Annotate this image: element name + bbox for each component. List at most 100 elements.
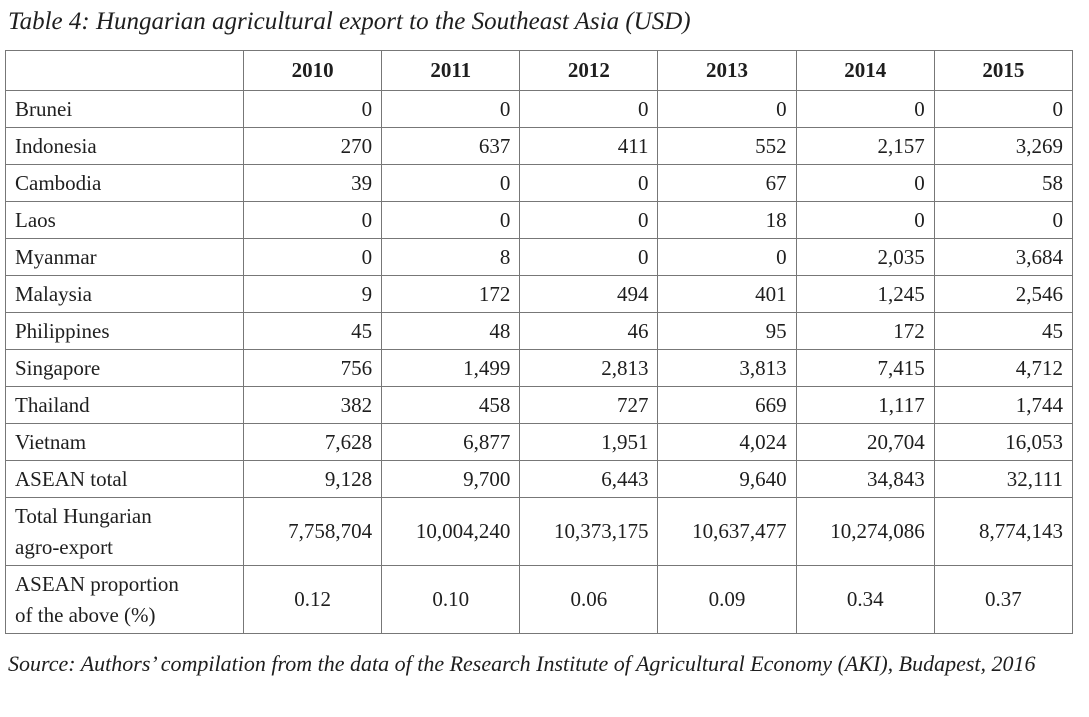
column-header: 2013 — [657, 50, 797, 91]
table-cell: 0 — [657, 90, 797, 128]
row-label-line: Laos — [15, 207, 56, 232]
table-cell: 32,111 — [933, 460, 1074, 498]
table-cell: 58 — [933, 164, 1074, 202]
table-cell: 0 — [381, 164, 521, 202]
table-cell: 1,499 — [381, 349, 521, 387]
row-label-line: Malaysia — [15, 281, 92, 306]
table-cell: 3,813 — [657, 349, 797, 387]
table-cell: 756 — [242, 349, 383, 387]
table-cell: 34,843 — [795, 460, 935, 498]
row-label-line: of the above (%) — [15, 602, 156, 627]
table-row: Indonesia 270 637 411 552 2,157 3,269 — [5, 127, 1074, 165]
table-row: Singapore 756 1,499 2,813 3,813 7,415 4,712 — [5, 349, 1074, 387]
table-row: Vietnam 7,628 6,877 1,951 4,024 20,704 16,053 — [5, 423, 1074, 461]
table-cell: 0 — [242, 90, 383, 128]
row-label: Thailand — [5, 386, 244, 424]
table-row: Total Hungarian agro-export 7,758,704 10,00… — [5, 497, 1074, 566]
table-cell: 458 — [381, 386, 521, 424]
table-cell: 3,269 — [933, 127, 1074, 165]
table-row: Laos 0 0 0 18 0 0 — [5, 201, 1074, 239]
column-header: 2012 — [519, 50, 659, 91]
table-cell: 0.34 — [795, 565, 935, 634]
table-cell: 0 — [381, 90, 521, 128]
table-cell: 494 — [519, 275, 659, 313]
table-cell: 172 — [381, 275, 521, 313]
table-row: Thailand 382 458 727 669 1,117 1,744 — [5, 386, 1074, 424]
table-cell: 20,704 — [795, 423, 935, 461]
table-cell: 637 — [381, 127, 521, 165]
table-cell: 0 — [381, 201, 521, 239]
table-cell: 727 — [519, 386, 659, 424]
table-cell: 10,274,086 — [795, 497, 935, 566]
row-label: Singapore — [5, 349, 244, 387]
row-label-line: Singapore — [15, 355, 101, 380]
table-cell: 48 — [381, 312, 521, 350]
row-label-line: agro-export — [15, 534, 113, 559]
table-cell: 8 — [381, 238, 521, 276]
source-note: Source: Authors’ compilation from the da… — [8, 651, 1036, 676]
table-cell: 382 — [242, 386, 383, 424]
table-cell: 1,744 — [933, 386, 1074, 424]
row-label-line: Philippines — [15, 318, 110, 343]
table-cell: 6,877 — [381, 423, 521, 461]
table-cell: 0.12 — [242, 565, 383, 634]
table-row: Myanmar 0 8 0 0 2,035 3,684 — [5, 238, 1074, 276]
table-cell: 7,628 — [242, 423, 383, 461]
table-cell: 0.09 — [657, 565, 797, 634]
column-header: 2014 — [795, 50, 935, 91]
row-label-line: Total Hungarian — [15, 503, 152, 528]
table-cell: 0 — [933, 201, 1074, 239]
table-row: ASEAN total 9,128 9,700 6,443 9,640 34,843 32,… — [5, 460, 1074, 498]
table-cell: 16,053 — [933, 423, 1074, 461]
table-cell: 10,004,240 — [381, 497, 521, 566]
table-row: Philippines 45 48 46 95 172 45 — [5, 312, 1074, 350]
table-cell: 6,443 — [519, 460, 659, 498]
row-label-line: Myanmar — [15, 244, 97, 269]
table-cell: 0 — [657, 238, 797, 276]
table-cell: 9,128 — [242, 460, 383, 498]
row-label-line: Thailand — [15, 392, 90, 417]
table-cell: 45 — [242, 312, 383, 350]
table-cell: 95 — [657, 312, 797, 350]
table-cell: 0.10 — [381, 565, 521, 634]
table-cell: 9,640 — [657, 460, 797, 498]
row-label: Cambodia — [5, 164, 244, 202]
table-cell: 0 — [242, 201, 383, 239]
table-cell: 2,035 — [795, 238, 935, 276]
row-label-line: Cambodia — [15, 170, 102, 195]
table-cell: 10,637,477 — [657, 497, 797, 566]
table-body: Brunei 0 0 0 0 0 0 Indonesia 270 637 411 552 2,157 3,… — [5, 90, 1074, 634]
table-cell: 552 — [657, 127, 797, 165]
table-cell: 2,546 — [933, 275, 1074, 313]
table-cell: 0 — [519, 238, 659, 276]
table-cell: 9 — [242, 275, 383, 313]
row-label: Malaysia — [5, 275, 244, 313]
row-label-line: Vietnam — [15, 429, 87, 454]
table-head: 2010 2011 2012 2013 2014 2015 — [5, 50, 1074, 91]
table-cell: 0 — [519, 201, 659, 239]
row-label: ASEAN total — [5, 460, 244, 498]
row-label: Vietnam — [5, 423, 244, 461]
row-label: Brunei — [5, 90, 244, 128]
table-cell: 7,415 — [795, 349, 935, 387]
table-cell: 0.37 — [933, 565, 1074, 634]
table-row: Brunei 0 0 0 0 0 0 — [5, 90, 1074, 128]
table-cell: 0 — [933, 90, 1074, 128]
table-cell: 9,700 — [381, 460, 521, 498]
table-cell: 45 — [933, 312, 1074, 350]
table-cell: 2,813 — [519, 349, 659, 387]
table-cell: 401 — [657, 275, 797, 313]
table-cell: 67 — [657, 164, 797, 202]
row-label: Total Hungarian agro-export — [5, 497, 244, 566]
table-cell: 0 — [795, 90, 935, 128]
table-cell: 669 — [657, 386, 797, 424]
table-cell: 1,245 — [795, 275, 935, 313]
table-cell: 10,373,175 — [519, 497, 659, 566]
table-cell: 1,951 — [519, 423, 659, 461]
table-cell: 0.06 — [519, 565, 659, 634]
table-row: ASEAN proportion of the above (%) 0.12 0.10… — [5, 565, 1074, 634]
table-cell: 3,684 — [933, 238, 1074, 276]
table-cell: 2,157 — [795, 127, 935, 165]
table-cell: 7,758,704 — [242, 497, 383, 566]
corner-cell — [5, 50, 244, 91]
